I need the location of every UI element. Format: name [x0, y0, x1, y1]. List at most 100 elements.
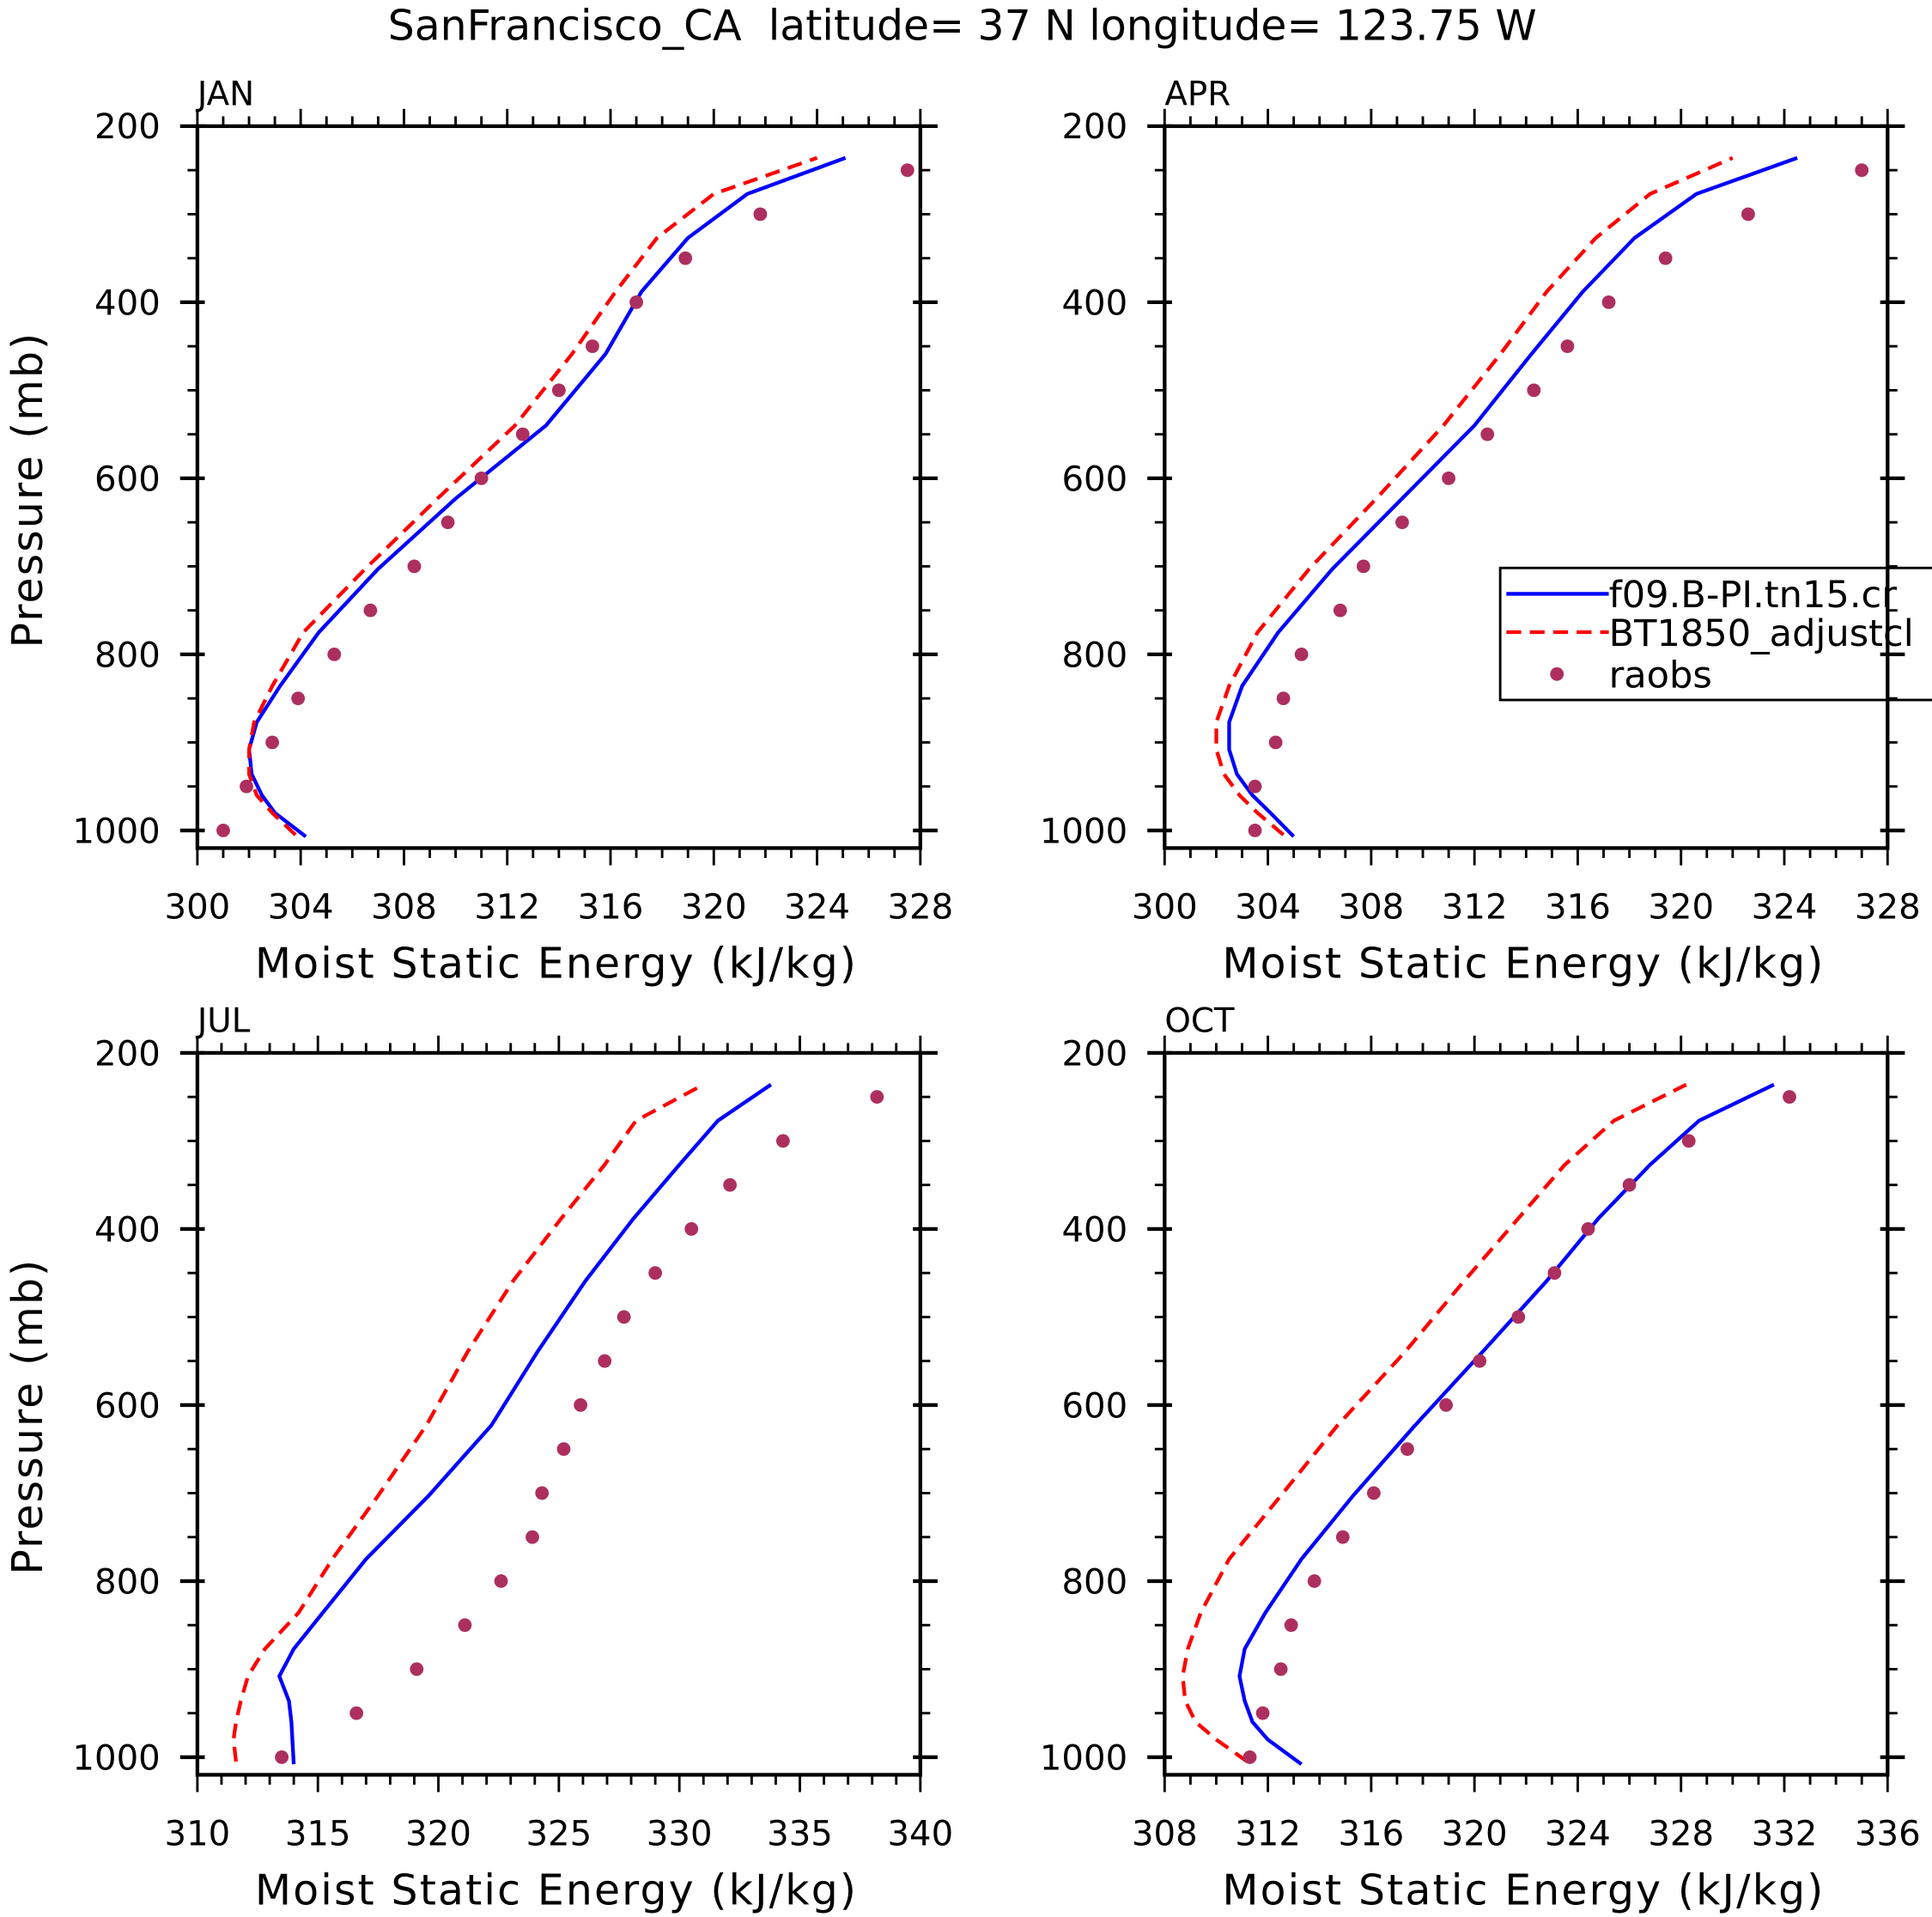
x-tick-label: 320 — [1442, 1814, 1508, 1853]
y-axis-label: Pressure (mb) — [3, 1258, 52, 1575]
y-tick-label: 800 — [1061, 1562, 1127, 1602]
raobs-point — [1855, 163, 1869, 178]
raobs-point — [723, 1178, 738, 1192]
raobs-point — [1658, 251, 1673, 265]
x-tick-label: 316 — [578, 887, 644, 927]
raobs-point — [1560, 339, 1575, 354]
raobs-point — [265, 735, 279, 750]
raobs-point — [629, 295, 643, 309]
y-tick-label: 1000 — [1040, 812, 1127, 851]
raobs-point — [1622, 1178, 1637, 1192]
x-tick-label: 304 — [1235, 887, 1301, 927]
x-tick-label: 300 — [1132, 887, 1198, 927]
panel-apr: 300 304 308 312 316 320 324 328 200 400 600 800 1000… — [1040, 75, 1921, 988]
raobs-point — [1395, 515, 1409, 530]
x-tick-label: 304 — [268, 887, 334, 927]
raobs-point — [648, 1266, 663, 1281]
y-tick-label: 400 — [94, 1210, 161, 1250]
raobs-point — [535, 1486, 550, 1500]
raobs-point — [410, 1662, 424, 1677]
raobs-point — [775, 1134, 790, 1148]
raobs-point — [1356, 559, 1370, 574]
series-group — [231, 1082, 884, 1765]
x-tick-label: 328 — [1648, 1814, 1714, 1853]
raobs-point — [1255, 1706, 1270, 1720]
raobs-point — [1248, 824, 1262, 837]
raobs-point — [494, 1574, 508, 1588]
panel-oct: 308 312 316 320 324 328 332 336 200 400 600 800 1000… — [1040, 1001, 1921, 1914]
y-tick-label: 200 — [94, 107, 161, 147]
panel-title: APR — [1164, 75, 1230, 113]
x-axis-label: Moist Static Energy (kJ/kg) — [1222, 939, 1825, 988]
x-tick-label: 308 — [371, 887, 437, 927]
x-tick-label: 335 — [767, 1814, 833, 1853]
raobs-point — [1248, 779, 1262, 794]
figure-title: SanFrancisco_CA latitude= 37 N longitude… — [388, 1, 1537, 50]
legend-label: BT1850_adjustcl — [1609, 612, 1914, 655]
y-tick-label: 400 — [1061, 1210, 1127, 1250]
raobs-point — [1442, 471, 1455, 485]
raobs-point — [900, 163, 914, 178]
panel-title: JAN — [196, 75, 254, 113]
x-tick-label: 312 — [1235, 1814, 1301, 1853]
series-line-bt1850 — [1181, 1082, 1687, 1763]
y-tick-label: 1000 — [72, 1738, 160, 1778]
y-tick-label: 400 — [1061, 283, 1127, 323]
raobs-point — [1783, 1090, 1796, 1105]
series-group — [1214, 155, 1869, 838]
raobs-point — [1681, 1134, 1696, 1148]
series-line-f09 — [277, 1083, 773, 1765]
raobs-point — [586, 339, 599, 354]
legend-marker-dot — [1550, 666, 1564, 681]
raobs-point — [556, 1442, 571, 1457]
raobs-point — [1335, 1530, 1350, 1544]
x-tick-label: 332 — [1752, 1814, 1818, 1853]
raobs-point — [526, 1530, 539, 1544]
raobs-point — [515, 427, 530, 441]
raobs-point — [1294, 648, 1309, 661]
raobs-point — [363, 603, 378, 618]
y-tick-label: 600 — [1061, 459, 1127, 499]
raobs-point — [458, 1618, 472, 1633]
raobs-point — [240, 779, 253, 794]
y-tick-label: 800 — [94, 636, 161, 675]
raobs-point — [275, 1750, 289, 1764]
raobs-point — [407, 559, 422, 574]
raobs-point — [1511, 1310, 1526, 1324]
raobs-point — [1581, 1222, 1595, 1236]
x-tick-label: 324 — [1752, 887, 1818, 927]
y-tick-label: 400 — [94, 283, 161, 323]
series-line-bt1850 — [231, 1082, 705, 1762]
x-tick-label: 320 — [405, 1814, 471, 1853]
raobs-point — [1268, 735, 1283, 750]
x-tick-label: 320 — [1648, 887, 1714, 927]
raobs-point — [1366, 1486, 1381, 1500]
x-tick-label: 324 — [784, 887, 850, 927]
y-tick-label: 600 — [94, 1386, 161, 1426]
raobs-point — [617, 1310, 631, 1324]
raobs-point — [1276, 691, 1291, 706]
raobs-point — [1273, 1662, 1288, 1677]
x-tick-label: 310 — [165, 1814, 231, 1853]
x-tick-label: 312 — [474, 887, 540, 927]
legend-label: f09.B-PI.tn15.cr — [1609, 574, 1898, 617]
raobs-point — [870, 1090, 884, 1105]
raobs-point — [1307, 1574, 1321, 1588]
panel-title: OCT — [1164, 1001, 1235, 1040]
x-tick-label: 340 — [887, 1814, 953, 1853]
y-tick-label: 200 — [94, 1034, 161, 1074]
series-line-bt1850 — [246, 155, 818, 837]
x-tick-label: 336 — [1855, 1814, 1921, 1853]
raobs-point — [1333, 603, 1347, 618]
x-tick-label: 324 — [1545, 1814, 1611, 1853]
raobs-point — [349, 1706, 364, 1720]
series-line-bt1850 — [1214, 155, 1734, 837]
x-tick-label: 316 — [1338, 1814, 1404, 1853]
raobs-point — [1527, 383, 1541, 398]
panel-jul: 310 315 320 325 330 335 340 200 400 600 800 1000 JUL… — [3, 1001, 953, 1914]
y-tick-label: 600 — [94, 459, 161, 499]
y-tick-label: 800 — [94, 1562, 161, 1602]
raobs-point — [1400, 1442, 1414, 1457]
